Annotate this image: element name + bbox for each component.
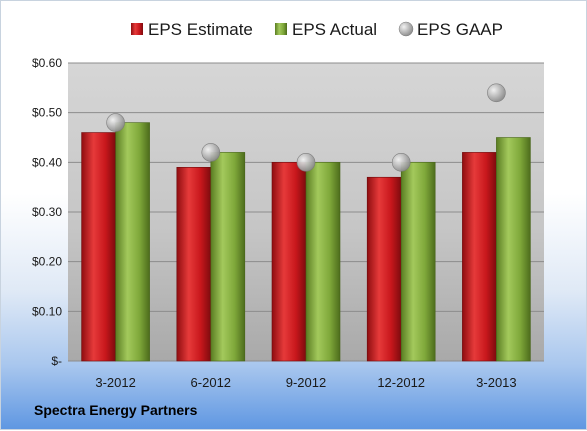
eps-gaap-point	[106, 113, 125, 132]
company-name: Spectra Energy Partners	[34, 402, 198, 418]
eps-gaap-point	[391, 153, 411, 172]
x-tick-label: 3-2012	[95, 375, 135, 390]
y-tick-label: $0.10	[32, 304, 62, 318]
legend-swatch-gaap	[398, 21, 414, 37]
y-tick-label: $0.60	[32, 56, 62, 70]
eps-actual-bar	[400, 162, 436, 362]
x-axis: 3-2012 6-2012 9-2012 12-2012 3-2013	[95, 375, 516, 390]
eps-actual-bar	[210, 152, 246, 362]
x-tick-label: 3-2013	[476, 375, 516, 390]
legend: EPS Estimate EPS Actual EPS GAAP	[131, 20, 503, 39]
x-tick-label: 9-2012	[286, 375, 326, 390]
eps-gaap-point	[296, 153, 316, 172]
bars	[81, 122, 531, 362]
eps-gaap-point	[201, 143, 221, 162]
eps-estimate-bar	[81, 132, 116, 362]
legend-label: EPS Actual	[292, 20, 377, 39]
y-axis: $- $0.10 $0.20 $0.30 $0.40 $0.50 $0.60	[32, 56, 62, 368]
y-tick-label: $-	[51, 354, 62, 368]
eps-estimate-bar	[366, 176, 402, 362]
y-tick-label: $0.30	[32, 205, 62, 219]
y-tick-label: $0.40	[32, 155, 62, 169]
legend-swatch-actual	[275, 23, 287, 35]
legend-label: EPS GAAP	[417, 20, 503, 39]
legend-swatch-estimate	[131, 23, 143, 35]
eps-actual-bar	[496, 137, 531, 362]
gaap-points	[106, 83, 506, 172]
x-tick-label: 6-2012	[191, 375, 231, 390]
x-tick-label: 12-2012	[377, 375, 425, 390]
eps-estimate-bar	[271, 162, 307, 362]
y-tick-label: $0.20	[32, 255, 62, 269]
eps-gaap-point	[487, 83, 506, 103]
eps-estimate-bar	[176, 167, 212, 362]
y-tick-label: $0.50	[32, 106, 62, 120]
eps-actual-bar	[305, 162, 341, 362]
legend-label: EPS Estimate	[148, 20, 253, 39]
eps-actual-bar	[115, 122, 150, 362]
eps-estimate-bar	[462, 152, 497, 362]
